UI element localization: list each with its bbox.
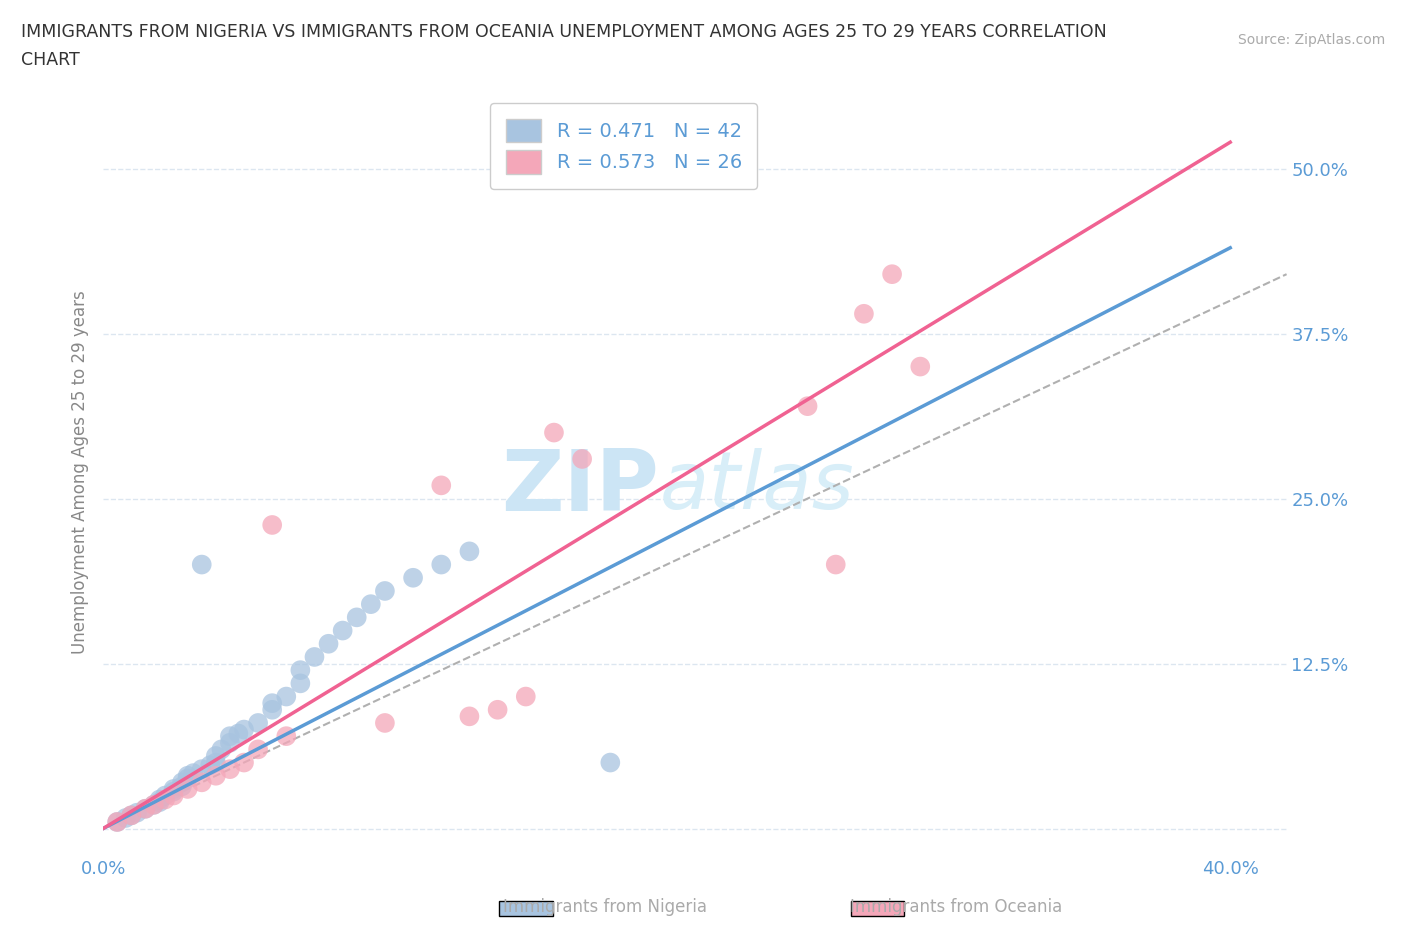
Point [332,623,354,638]
Point [153,788,176,803]
Point [796,399,818,414]
Point [181,765,204,780]
Point [205,749,228,764]
Point [515,689,537,704]
Point [176,768,198,783]
Point [880,267,903,282]
Point [852,306,875,321]
Point [105,815,128,830]
Point [458,709,481,724]
Point [205,755,228,770]
Point [134,802,156,817]
Point [571,452,593,467]
Point [486,702,509,717]
Point [219,762,242,777]
Point [228,726,250,741]
Text: IMMIGRANTS FROM NIGERIA VS IMMIGRANTS FROM OCEANIA UNEMPLOYMENT AMONG AGES 25 TO: IMMIGRANTS FROM NIGERIA VS IMMIGRANTS FR… [21,23,1107,41]
Point [599,755,621,770]
Point [374,715,396,730]
Point [190,557,212,572]
Point [262,517,284,532]
Point [176,771,198,786]
Point [276,729,298,744]
Point [318,636,340,651]
Point [247,742,270,757]
Point [162,781,184,796]
Point [402,570,425,585]
Point [262,696,284,711]
Point [276,689,298,704]
Point [262,702,284,717]
Point [543,425,565,440]
Point [458,544,481,559]
Point [114,811,136,826]
Point [105,815,128,830]
Point [170,778,193,793]
Point [162,784,184,799]
Point [120,808,142,823]
Point [233,722,256,737]
Text: CHART: CHART [21,51,80,69]
Point [190,775,212,790]
Y-axis label: Unemployment Among Ages 25 to 29 years: Unemployment Among Ages 25 to 29 years [72,290,89,654]
Point [176,781,198,796]
Point [211,742,233,757]
Point [304,649,326,664]
Point [142,797,165,812]
Point [430,557,453,572]
Point [120,808,142,823]
Point [360,597,382,612]
Text: Immigrants from Nigeria: Immigrants from Nigeria [502,897,707,916]
Point [200,758,222,773]
Point [190,762,212,777]
Legend: R = 0.471   N = 42, R = 0.573   N = 26: R = 0.471 N = 42, R = 0.573 N = 26 [491,103,758,190]
Point [290,676,312,691]
Point [125,805,148,820]
Point [142,797,165,812]
Point [374,583,396,598]
Point [219,729,242,744]
Point [170,775,193,790]
Point [162,788,184,803]
Point [290,663,312,678]
Point [910,359,932,374]
Point [134,802,156,817]
Point [148,795,170,810]
Point [430,478,453,493]
Text: ZIP: ZIP [502,446,659,529]
Text: Source: ZipAtlas.com: Source: ZipAtlas.com [1237,33,1385,46]
Point [205,768,228,783]
Text: Immigrants from Oceania: Immigrants from Oceania [851,897,1062,916]
Point [233,755,256,770]
Text: atlas: atlas [659,448,853,526]
Point [219,736,242,751]
Point [346,610,368,625]
Point [824,557,846,572]
Point [153,792,176,807]
Point [148,792,170,807]
Point [247,715,270,730]
